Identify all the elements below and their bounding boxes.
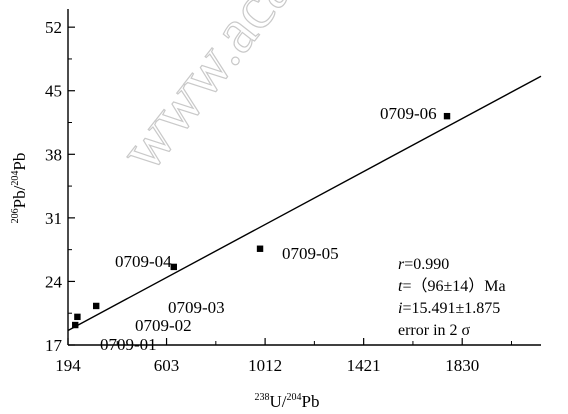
t-symbol: t [398,278,403,295]
r-symbol: r [398,256,405,273]
y-axis-label: 206Pb/204Pb [10,153,29,224]
svg-text:238U/204Pb: 238U/204Pb [255,392,320,411]
i-symbol: i [398,300,402,317]
data-point [170,263,177,271]
data-points [72,112,451,329]
y-label-sup1: 206 [10,208,21,223]
x-label-sup1: 238 [255,392,270,403]
x-axis-label: 238U/204Pb [255,392,320,411]
data-point [256,245,264,252]
y-tick-label: 52 [45,18,62,37]
age-annotation: t=（96±14）Ma [398,277,506,295]
x-tick-label: 1830 [445,356,479,375]
regression [67,75,542,332]
watermark-text: www.acadz.ac [105,0,388,184]
point-label: 0709-03 [168,298,225,317]
y-label-base2: Pb [10,153,29,171]
point-label: 0709-06 [380,104,437,123]
y-tick-label: 38 [45,145,62,164]
y-label-sup2: 204 [10,171,21,186]
x-tick-label: 603 [154,356,180,375]
data-point [72,321,79,329]
point-label: 0709-04 [115,252,172,271]
y-tick-label: 31 [45,209,62,228]
data-point [92,302,100,310]
r-value: =0.990 [404,256,449,273]
data-point [74,313,81,321]
t-value: =（96±14）Ma [402,277,505,295]
y-tick-label: 17 [45,336,63,355]
isochron-fit-line [67,75,542,332]
x-label-base1: U/ [270,392,287,411]
point-label: 0709-02 [135,316,192,335]
r-annotation: r=0.990 [398,256,449,273]
x-tick-label: 1012 [248,356,282,375]
i-value: =15.491±1.875 [402,300,500,317]
y-tick-label: 45 [45,82,62,101]
svg-text:206Pb/204Pb: 206Pb/204Pb [10,153,29,224]
y-label-base1: Pb/ [10,185,29,208]
ticks: 194 603 1012 1421 1830 17 24 31 38 45 52 [45,18,512,375]
error-annotation: error in 2 σ [398,322,471,339]
x-label-base2: Pb [302,392,320,411]
watermark: www.acadz.ac [104,0,388,184]
intercept-annotation: i=15.491±1.875 [398,300,500,317]
x-tick-label: 194 [55,356,81,375]
data-point [443,112,451,120]
y-tick-label: 24 [45,272,63,291]
point-label: 0709-01 [100,335,157,354]
isochron-statistics: r=0.990 t=（96±14）Ma i=15.491±1.875 error… [398,256,506,339]
point-label: 0709-05 [282,244,339,263]
x-label-sup2: 204 [287,392,302,403]
x-tick-label: 1421 [347,356,381,375]
